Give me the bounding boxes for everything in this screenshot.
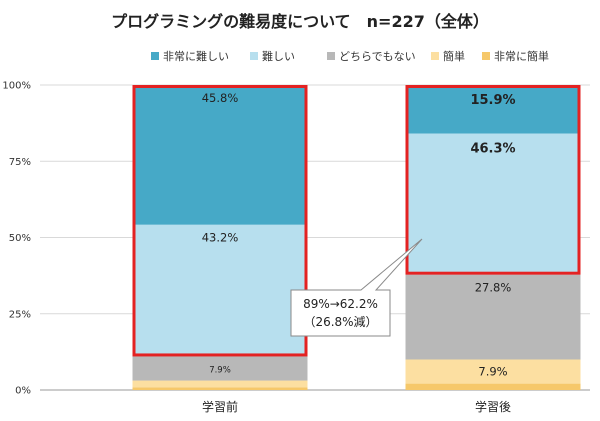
bar-segment: [405, 359, 581, 384]
segment-value-label: 27.8%: [475, 281, 512, 295]
bar-segment: [132, 224, 308, 357]
bar-segment: [405, 274, 581, 360]
highlight-box: [405, 85, 581, 275]
segment-value-label: 45.8%: [202, 91, 239, 105]
segment-labels: 7.9% 43.2% 45.8% 7.9% 27.8% 46.3% 15.9%: [202, 91, 516, 379]
legend-swatch: [482, 52, 490, 60]
bar-segment: [405, 383, 581, 390]
bar-segment: [132, 387, 308, 390]
y-tick-label: 100%: [2, 81, 31, 92]
callout-line1: 89%→62.2%: [303, 297, 378, 311]
legend-swatch: [431, 52, 439, 60]
legend-swatch: [151, 52, 159, 60]
highlight-box: [132, 85, 308, 357]
bar-segment: [132, 380, 308, 388]
highlight-boxes: [132, 85, 581, 357]
y-tick-label: 0%: [15, 386, 31, 397]
bars: [132, 85, 581, 390]
legend-label: 非常に簡単: [494, 49, 549, 63]
legend: 非常に難しい 難しい どちらでもない 簡単 非常に簡単: [151, 49, 549, 63]
y-tick-label: 50%: [9, 233, 31, 244]
segment-value-label: 46.3%: [470, 141, 515, 156]
legend-swatch: [327, 52, 335, 60]
x-category-label: 学習前: [202, 399, 238, 414]
legend-label: 難しい: [262, 50, 295, 63]
reduction-callout: 89%→62.2% （26.8%減）: [290, 238, 423, 337]
x-axis-categories: 学習前 学習後: [202, 399, 511, 414]
bar-segment: [132, 356, 308, 381]
callout-line2: （26.8%減）: [303, 314, 377, 329]
segment-value-label: 43.2%: [202, 231, 239, 245]
bar-segment: [405, 133, 581, 275]
y-tick-label: 25%: [9, 309, 31, 320]
bar-segment: [405, 85, 581, 134]
legend-label: どちらでもない: [339, 50, 416, 63]
x-category-label: 学習後: [475, 399, 511, 414]
segment-value-label: 7.9%: [478, 365, 507, 379]
chart-title: プログラミングの難易度について n=227（全体）: [111, 12, 489, 31]
legend-swatch: [250, 52, 258, 60]
segment-value-label: 15.9%: [470, 93, 515, 108]
legend-label: 簡単: [443, 49, 465, 63]
callout-box: [290, 238, 423, 337]
bar-segment: [132, 85, 308, 225]
y-tick-label: 75%: [9, 157, 31, 168]
y-axis-ticks: 0% 25% 50% 75% 100%: [2, 81, 31, 397]
segment-value-label: 7.9%: [209, 365, 231, 375]
legend-label: 非常に難しい: [163, 50, 229, 63]
